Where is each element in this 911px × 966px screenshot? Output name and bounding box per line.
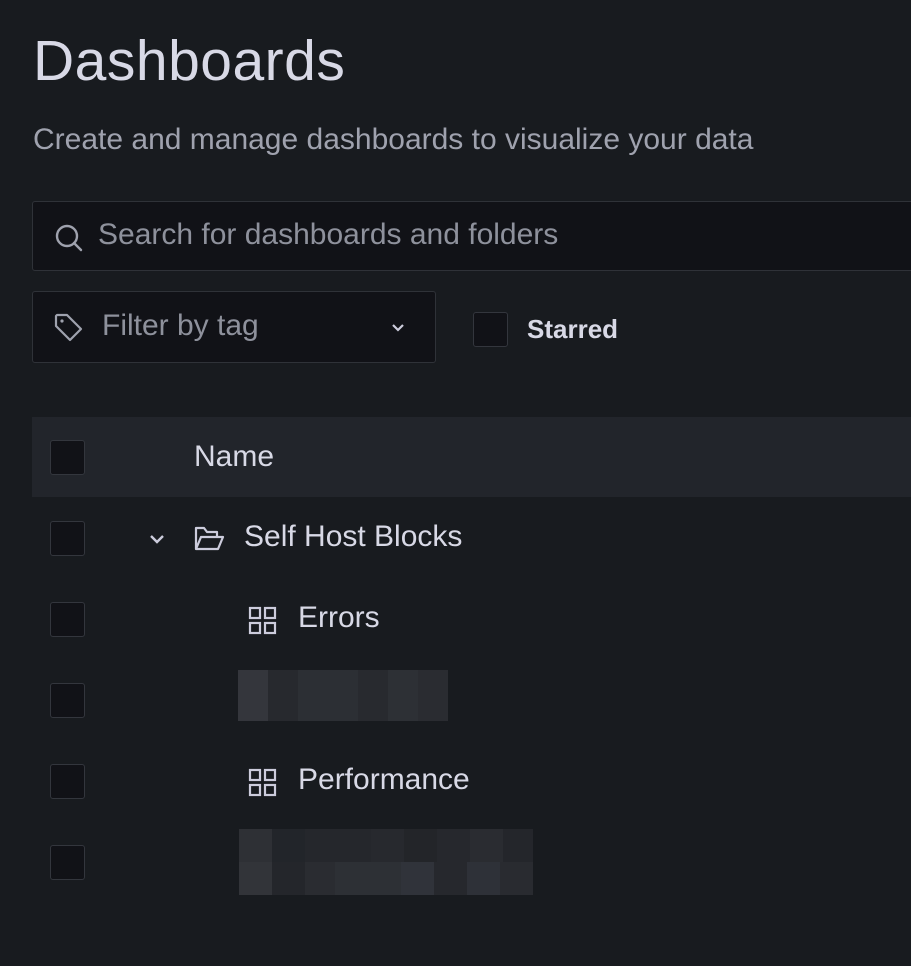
folder-name[interactable]: Self Host Blocks <box>244 520 463 553</box>
search-input[interactable]: Search for dashboards and folders <box>32 201 911 271</box>
row-checkbox[interactable] <box>50 683 85 718</box>
search-icon <box>55 224 83 252</box>
row-checkbox[interactable] <box>50 764 85 799</box>
search-placeholder: Search for dashboards and folders <box>98 218 559 251</box>
tag-filter-placeholder: Filter by tag <box>102 309 259 342</box>
page-title: Dashboards <box>33 29 346 93</box>
column-header-name[interactable]: Name <box>194 440 275 473</box>
row-checkbox[interactable] <box>50 845 85 880</box>
tag-filter-select[interactable]: Filter by tag <box>32 291 436 363</box>
dashboard-grid-icon <box>248 768 277 797</box>
table-header <box>32 417 911 497</box>
folder-open-icon <box>194 526 225 551</box>
row-checkbox[interactable] <box>50 602 85 637</box>
dashboard-name[interactable]: Performance <box>298 763 470 796</box>
redacted-name <box>239 829 533 895</box>
tag-icon <box>54 313 83 342</box>
dashboard-grid-icon <box>248 606 277 635</box>
chevron-down-icon <box>392 324 404 332</box>
dashboard-name[interactable]: Errors <box>298 601 380 634</box>
starred-label: Starred <box>527 314 619 344</box>
starred-checkbox[interactable] <box>473 312 508 347</box>
row-checkbox[interactable] <box>50 521 85 556</box>
page-subtitle: Create and manage dashboards to visualiz… <box>33 123 754 156</box>
select-all-checkbox[interactable] <box>50 440 85 475</box>
chevron-down-icon[interactable] <box>148 532 166 546</box>
redacted-name <box>238 670 448 721</box>
